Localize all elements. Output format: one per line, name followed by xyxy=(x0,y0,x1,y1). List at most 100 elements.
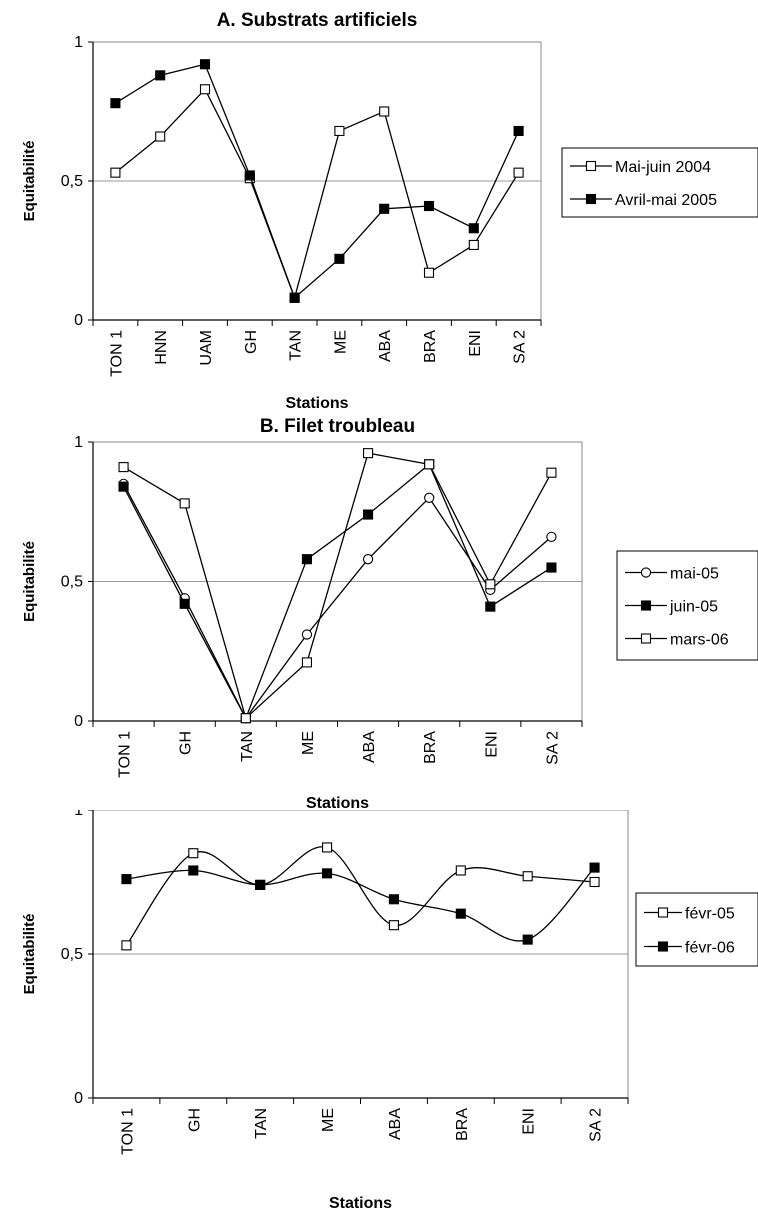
series-1 xyxy=(110,84,524,303)
data-point xyxy=(485,601,496,612)
y-tick-label: 1 xyxy=(74,34,83,51)
x-tick-label: TON 1 xyxy=(117,731,134,778)
y-tick-label: 1 xyxy=(74,434,83,451)
chart-a-substrats-artificiels: 0 0,5 1 TON 1 HNN UAM GH TAN ME ABA BRA ENI SA 2 A. S… xyxy=(0,0,758,410)
data-point xyxy=(301,629,313,640)
data-point xyxy=(423,200,435,212)
data-point xyxy=(455,908,466,919)
series-1 xyxy=(121,842,600,951)
y-tick-label: 0 xyxy=(74,713,83,730)
series-line xyxy=(122,463,552,720)
legend: mai-05 juin-05 mars-06 xyxy=(616,550,758,661)
data-point xyxy=(301,657,312,668)
y-tick-label: 0,5 xyxy=(61,946,83,963)
data-point xyxy=(118,462,129,473)
legend: févr-05 févr-06 xyxy=(635,892,758,967)
x-tick-label: BRA xyxy=(422,330,439,363)
data-point xyxy=(379,203,390,214)
data-point xyxy=(363,509,374,520)
data-point xyxy=(179,598,190,609)
data-point xyxy=(589,876,600,888)
x-tick-label: GH xyxy=(243,330,260,354)
x-tick-label: ME xyxy=(320,1108,337,1132)
data-point xyxy=(546,531,557,543)
data-point xyxy=(468,223,479,234)
x-tick-label: ABA xyxy=(387,1108,404,1140)
data-point xyxy=(388,894,399,905)
legend-label: Avril-mai 2005 xyxy=(615,192,717,209)
data-point xyxy=(179,498,190,509)
legend-marker xyxy=(657,941,669,952)
legend-box xyxy=(561,147,758,218)
legend-marker xyxy=(585,160,597,172)
data-point xyxy=(289,292,300,303)
data-point xyxy=(199,84,211,95)
data-point xyxy=(455,865,466,876)
data-point xyxy=(423,267,435,278)
legend-label: févr-05 xyxy=(685,906,735,923)
data-point xyxy=(155,70,166,81)
data-point xyxy=(334,125,345,137)
data-point xyxy=(513,167,524,178)
data-point xyxy=(255,879,266,890)
x-tick-label: ENI xyxy=(483,731,500,758)
legend-marker xyxy=(640,633,652,644)
data-point xyxy=(485,579,496,590)
legend-box xyxy=(635,892,758,967)
legend-label: mai-05 xyxy=(670,566,719,583)
legend-label: juin-05 xyxy=(669,599,718,616)
legend-marker xyxy=(640,567,652,578)
chart-title: A. Substrats artificiels xyxy=(217,10,418,31)
legend-label: févr-06 xyxy=(685,940,735,957)
data-point xyxy=(363,448,374,459)
x-tick-label: TON 1 xyxy=(119,1108,136,1155)
x-tick-label: ENI xyxy=(521,1108,538,1135)
legend-marker xyxy=(585,193,597,205)
x-tick-label: ABA xyxy=(361,731,378,763)
series-3 xyxy=(118,448,557,724)
data-point xyxy=(121,874,132,885)
x-tick-label: ME xyxy=(300,731,317,755)
data-point xyxy=(188,848,199,859)
x-tick-label: ABA xyxy=(377,330,394,362)
x-tick-label: HNN xyxy=(153,330,170,365)
x-tick-label: UAM xyxy=(198,330,215,366)
y-axis-label: Equitabilité xyxy=(21,914,38,995)
legend-label: mars-06 xyxy=(670,632,729,649)
data-point xyxy=(522,934,533,945)
x-tick-label: SA 2 xyxy=(544,731,561,765)
data-point xyxy=(379,106,390,117)
data-point xyxy=(110,98,121,109)
chart-title: B. Filet troubleau xyxy=(260,416,415,437)
x-tick-label: BRA xyxy=(422,731,439,764)
y-axis-label: Equitabilité xyxy=(21,541,38,622)
data-point xyxy=(424,459,435,470)
data-point xyxy=(388,920,399,931)
x-tick-label: TAN xyxy=(288,330,305,361)
series-2 xyxy=(110,59,524,303)
legend-marker xyxy=(640,600,652,611)
x-axis-label: Stations xyxy=(329,1195,392,1212)
x-axis-label: Stations xyxy=(285,395,348,410)
chart-a-svg: 0 0,5 1 TON 1 HNN UAM GH TAN ME ABA BRA ENI SA 2 A. S… xyxy=(21,10,758,410)
x-tick-label: BRA xyxy=(454,1108,471,1141)
data-point xyxy=(118,481,129,492)
data-point xyxy=(522,871,533,882)
y-tick-label: 0 xyxy=(74,312,83,329)
x-tick-label: TAN xyxy=(253,1108,270,1139)
series-2 xyxy=(121,862,600,945)
data-point xyxy=(362,554,374,565)
series-line xyxy=(114,88,520,300)
x-tick-label: ME xyxy=(332,330,349,354)
y-tick-label: 1 xyxy=(74,810,83,819)
series-line xyxy=(123,452,553,720)
data-point xyxy=(199,59,211,70)
data-point xyxy=(155,131,166,142)
x-tick-label: ENI xyxy=(467,330,484,357)
x-tick-label: TON 1 xyxy=(108,330,125,377)
series-line xyxy=(125,846,595,946)
data-point xyxy=(424,492,435,503)
legend: Mai-juin 2004 Avril-mai 2005 xyxy=(561,147,758,218)
data-point xyxy=(546,467,557,478)
